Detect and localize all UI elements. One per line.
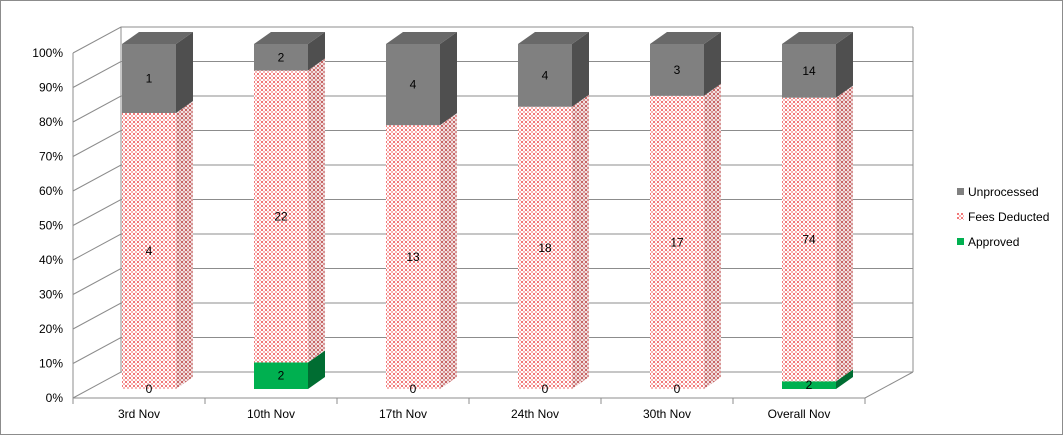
data-label: 74 <box>802 233 816 247</box>
bar-segment <box>386 125 440 390</box>
bar-top <box>782 32 853 44</box>
bar-segment-side <box>308 32 325 71</box>
bar-segment-side <box>176 32 193 113</box>
data-label: 18 <box>538 241 552 255</box>
data-label: 3 <box>674 63 681 77</box>
bar-segment-side <box>836 369 853 389</box>
bar-segment-side <box>572 32 589 107</box>
data-label: 0 <box>146 382 153 396</box>
bar-segment <box>650 44 704 96</box>
bar-top <box>518 32 589 44</box>
bar-segment <box>254 44 308 71</box>
y-tick-label: 70% <box>39 150 63 164</box>
bar-segment <box>782 381 836 389</box>
bar-segment-side <box>572 94 589 390</box>
bar-segment-side <box>836 85 853 382</box>
y-tick-label: 40% <box>39 253 63 267</box>
bar-segment <box>650 95 704 389</box>
data-label: 4 <box>146 244 153 258</box>
x-tick-label: 30th Nov <box>643 407 691 421</box>
data-label: 22 <box>274 210 288 224</box>
data-label: 2 <box>278 50 285 64</box>
data-label: 17 <box>670 235 684 249</box>
bar-segment-side <box>308 58 325 363</box>
bar-segment <box>254 70 308 363</box>
bar-segment <box>386 44 440 126</box>
bar-segment <box>518 106 572 390</box>
y-tick-label: 10% <box>39 357 63 371</box>
y-tick-label: 90% <box>39 81 63 95</box>
x-tick-label: Overall Nov <box>768 407 831 421</box>
axes: 0% 10% 20% 30% 40% 50% 60% 70% 80% 90% 100% 3rd Nov… <box>32 27 914 421</box>
bar-top <box>254 32 325 44</box>
bar-top <box>386 32 457 44</box>
data-label: 0 <box>674 382 681 396</box>
legend-label: Approved <box>968 235 1019 249</box>
y-tick-label: 100% <box>32 46 63 60</box>
data-label: 2 <box>278 369 285 383</box>
bar-segment-side <box>440 113 457 390</box>
x-tick-label: 24th Nov <box>511 407 559 421</box>
bar-segment <box>254 362 308 389</box>
bar-top <box>122 32 193 44</box>
bar-segment <box>782 44 836 98</box>
bar-segment <box>122 44 176 113</box>
data-label: 0 <box>542 382 549 396</box>
legend-label: Fees Deducted <box>968 210 1049 224</box>
bar-segment <box>518 44 572 107</box>
data-label: 2 <box>806 378 813 392</box>
bar-segment-side <box>704 83 721 389</box>
legend-swatch <box>957 188 964 195</box>
bars <box>122 32 853 390</box>
x-tick-label: 3rd Nov <box>118 407 160 421</box>
bar-top <box>650 32 721 44</box>
bar-segment-side <box>836 32 853 98</box>
y-tick-label: 80% <box>39 115 63 129</box>
data-label: 4 <box>410 78 417 92</box>
x-tick-label: 17th Nov <box>379 407 427 421</box>
y-tick-label: 50% <box>39 219 63 233</box>
y-tick-label: 0% <box>46 391 64 405</box>
bar-segment <box>122 113 176 389</box>
bar-segment <box>782 97 836 382</box>
bar-segment-side <box>308 350 325 389</box>
data-label: 4 <box>542 68 549 82</box>
x-tick-label: 10th Nov <box>247 407 295 421</box>
y-tick-label: 60% <box>39 184 63 198</box>
legend-label: Unprocessed <box>968 185 1039 199</box>
bar-segment-side <box>176 101 193 389</box>
legend-swatch <box>957 213 964 220</box>
y-tick-label: 30% <box>39 288 63 302</box>
data-label: 13 <box>406 250 420 264</box>
bar-segment-side <box>704 32 721 96</box>
y-tick-label: 20% <box>39 322 63 336</box>
bar-segment-side <box>440 32 457 126</box>
legend-swatch <box>957 238 964 245</box>
data-label: 1 <box>146 72 153 86</box>
data-label: 14 <box>802 64 816 78</box>
legend: Unprocessed Fees Deducted Approved <box>957 185 1049 249</box>
data-label: 0 <box>410 382 417 396</box>
